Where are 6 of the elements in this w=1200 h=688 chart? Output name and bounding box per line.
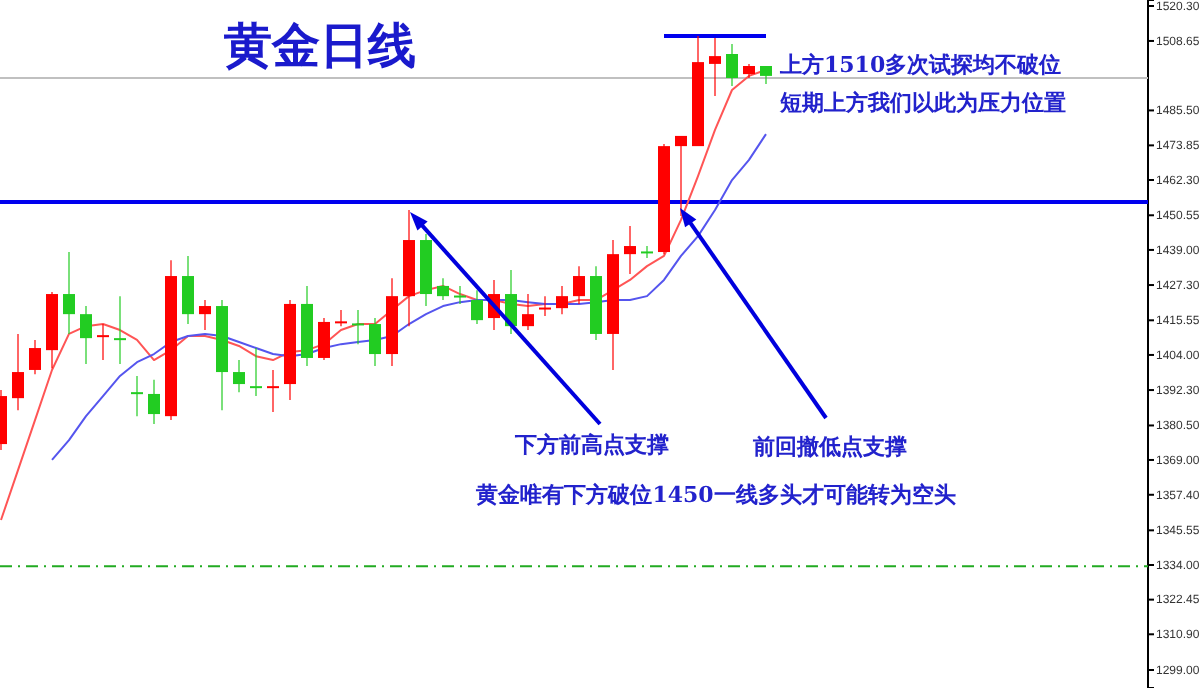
annotation: 黄金唯有下方破位1450一线多头才可能转为空头 <box>474 482 956 508</box>
text: 上方1510多次试探均不破位 <box>778 52 1062 78</box>
annotation: 下方前高点支撑 <box>513 432 669 458</box>
annotation: 前回撤低点支撑 <box>751 434 907 460</box>
text: 短期上方我们以此为压力位置 <box>778 90 1066 116</box>
chart-title: 黄金日线 <box>222 18 416 74</box>
